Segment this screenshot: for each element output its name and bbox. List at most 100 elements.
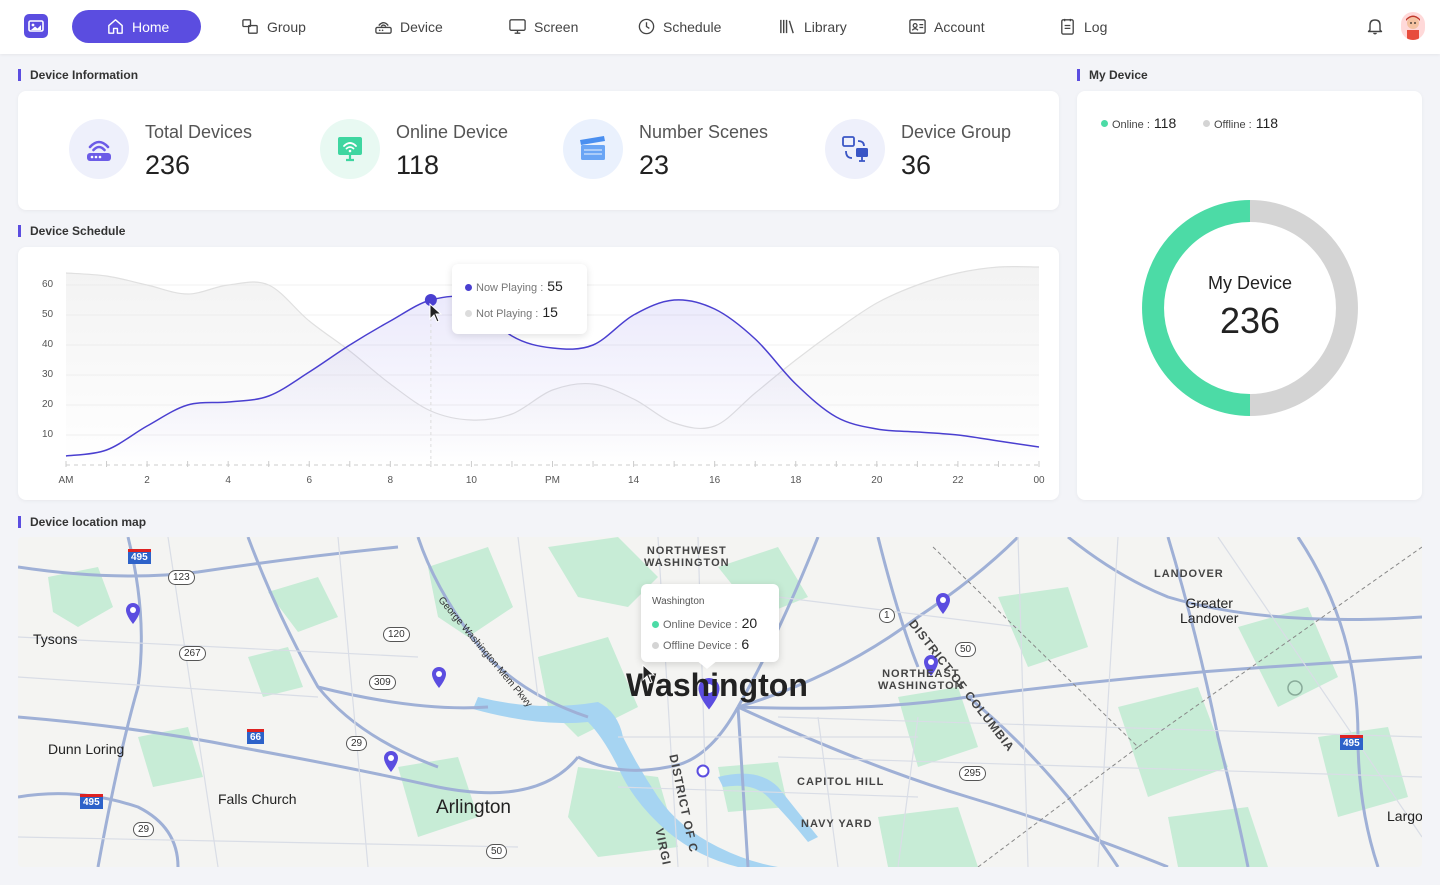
map-label-washington: Washington [626, 667, 808, 703]
now-playing-line [65, 295, 1040, 457]
x-tick-label: 14 [628, 475, 640, 486]
not-playing-dot [465, 310, 472, 317]
stat-value: 236 [145, 150, 191, 180]
bell-icon[interactable] [1365, 16, 1385, 36]
nav-log[interactable]: Log [1058, 10, 1107, 43]
home-icon [108, 19, 123, 34]
route-shield: 50 [486, 844, 508, 859]
x-tick-label: PM [545, 475, 560, 486]
map-label-largo: Largo [1387, 808, 1422, 824]
device-pin-icon[interactable] [430, 665, 448, 689]
x-tick-label: 6 [306, 475, 313, 486]
map-label-greater-landover: Greater Landover [1180, 595, 1239, 626]
route-shield: 267 [179, 646, 206, 661]
chart-tooltip: Now Playing : 55 Not Playing : 15 [452, 264, 587, 334]
legend-online-value: 118 [1153, 115, 1177, 131]
nav-library-label: Library [804, 18, 847, 35]
stat-label: Online Device [396, 122, 509, 142]
x-tick-label: 8 [387, 475, 394, 486]
map-label-falls-church: Falls Church [218, 791, 297, 807]
legend-online-label: Online : [1112, 119, 1150, 131]
y-tick-label: 10 [42, 429, 54, 440]
route-shield: 295 [959, 766, 986, 781]
device-pin-icon[interactable] [124, 601, 142, 625]
x-tick-label: 22 [952, 475, 964, 486]
mouse-cursor-icon [429, 302, 443, 323]
nav-library[interactable]: Library [778, 10, 847, 43]
x-tick-label: 16 [709, 475, 721, 486]
nav-schedule[interactable]: Schedule [637, 10, 721, 43]
tooltip-now-value: 55 [547, 278, 563, 294]
schedule-title: Device Schedule [18, 224, 125, 238]
map-label-ne: NORTHEAST WASHINGTON [878, 668, 964, 692]
clapperboard-icon [563, 119, 623, 179]
nav-account-label: Account [934, 18, 985, 35]
device-pin-icon[interactable] [382, 749, 400, 773]
stat-value: 36 [901, 150, 932, 180]
device-pin-icon-selected[interactable] [694, 675, 724, 711]
map-tooltip-title: Washington [652, 596, 705, 607]
library-icon [780, 19, 794, 34]
nav-group[interactable]: Group [241, 10, 306, 43]
route-shield: 120 [383, 627, 410, 642]
device-info-title: Device Information [18, 68, 138, 82]
legend-online: Online : 118 [1101, 115, 1176, 131]
map-label-tysons: Tysons [33, 631, 78, 647]
screen-icon [509, 19, 526, 34]
interstate-shield: 495 [80, 794, 103, 809]
map-label-nw: NORTHWEST WASHINGTON [644, 545, 730, 569]
x-tick-label: 18 [790, 475, 802, 486]
device-info-card: Total Devices 236 Online Device 118 Numb… [18, 91, 1059, 210]
donut-offline-segment[interactable] [1249, 200, 1358, 416]
map-tooltip-offline-value: 6 [741, 636, 750, 652]
stat-label: Device Group [901, 122, 1012, 142]
avatar[interactable] [1401, 12, 1425, 40]
device-pin-icon[interactable] [922, 653, 940, 677]
stat-value: 23 [639, 150, 670, 180]
device-pin-icon[interactable] [934, 591, 952, 615]
monitor-wifi-icon [320, 119, 380, 179]
route-shield: 29 [133, 822, 155, 837]
account-icon [909, 19, 926, 34]
map-label-landover: LANDOVER [1154, 568, 1224, 580]
online-dot [652, 621, 659, 628]
nav-screen-label: Screen [534, 18, 579, 35]
app-logo-icon[interactable] [24, 14, 48, 38]
interstate-shield: 66 [247, 729, 265, 744]
nav-home[interactable]: Home [72, 10, 201, 43]
schedule-chart [65, 265, 1040, 467]
map-title: Device location map [18, 515, 146, 529]
now-playing-point [424, 294, 437, 306]
device-donut-chart [1142, 200, 1358, 416]
x-tick-label: 4 [225, 475, 231, 486]
route-shield: 50 [955, 642, 977, 657]
map-tooltip-arrow [696, 660, 718, 669]
legend-offline: Offline : 118 [1203, 115, 1278, 131]
map-tooltip: Washington Online Device : 20 Offline De… [641, 584, 779, 662]
nav-schedule-label: Schedule [663, 18, 722, 35]
nav-log-label: Log [1084, 18, 1108, 35]
y-tick-label: 20 [42, 399, 54, 410]
route-shield: 123 [168, 570, 195, 585]
router-icon [69, 119, 129, 179]
y-tick-label: 50 [42, 309, 54, 320]
device-icon [375, 22, 392, 34]
donut-online-segment[interactable] [1142, 200, 1251, 416]
nav-account[interactable]: Account [908, 10, 985, 43]
mouse-cursor-icon [642, 663, 656, 684]
nav-screen[interactable]: Screen [508, 10, 578, 43]
stat-label: Total Devices [145, 122, 253, 142]
nav-home-label: Home [132, 18, 170, 35]
donut-center-label: My Device [1207, 273, 1292, 293]
stat-label: Number Scenes [639, 122, 769, 142]
tooltip-not-label: Not Playing : [476, 308, 539, 320]
device-location-map[interactable]: 495 66 495 495 123 267 120 309 29 29 1 5… [18, 537, 1422, 867]
nav-device-label: Device [400, 18, 443, 35]
my-device-title: My Device [1077, 68, 1148, 82]
map-tooltip-offline-label: Offline Device : [663, 640, 738, 652]
top-nav: Home Group Device Screen Schedule Librar… [0, 0, 1440, 54]
interstate-shield: 495 [128, 549, 151, 564]
x-tick-label: AM [58, 475, 74, 486]
map-label-arlington: Arlington [436, 797, 511, 818]
nav-device[interactable]: Device [374, 10, 443, 43]
